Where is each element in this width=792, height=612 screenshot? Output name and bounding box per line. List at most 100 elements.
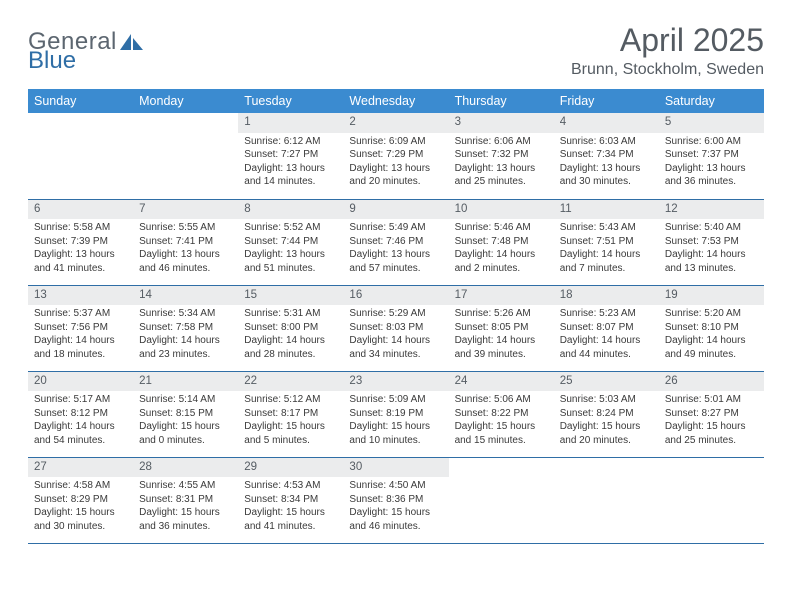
day-number: 9 bbox=[343, 200, 448, 220]
sunrise-line: Sunrise: 6:12 AM bbox=[244, 135, 337, 149]
day-number: 15 bbox=[238, 286, 343, 306]
calendar-empty-cell bbox=[659, 457, 764, 543]
day-number: 14 bbox=[133, 286, 238, 306]
daylight-line: Daylight: 14 hours and 7 minutes. bbox=[560, 248, 653, 275]
sunset-line: Sunset: 8:22 PM bbox=[455, 407, 548, 421]
weekday-header: Saturday bbox=[659, 89, 764, 113]
day-number: 18 bbox=[554, 286, 659, 306]
sunset-line: Sunset: 7:29 PM bbox=[349, 148, 442, 162]
sunrise-line: Sunrise: 6:06 AM bbox=[455, 135, 548, 149]
calendar-week-row: 6Sunrise: 5:58 AMSunset: 7:39 PMDaylight… bbox=[28, 199, 764, 285]
sunrise-line: Sunrise: 4:58 AM bbox=[34, 479, 127, 493]
day-data: Sunrise: 5:49 AMSunset: 7:46 PMDaylight:… bbox=[343, 219, 448, 279]
day-number: 7 bbox=[133, 200, 238, 220]
daylight-line: Daylight: 13 hours and 14 minutes. bbox=[244, 162, 337, 189]
sunset-line: Sunset: 7:27 PM bbox=[244, 148, 337, 162]
sunrise-line: Sunrise: 5:01 AM bbox=[665, 393, 758, 407]
day-number: 29 bbox=[238, 458, 343, 478]
day-data: Sunrise: 5:23 AMSunset: 8:07 PMDaylight:… bbox=[554, 305, 659, 365]
day-data: Sunrise: 5:46 AMSunset: 7:48 PMDaylight:… bbox=[449, 219, 554, 279]
sunrise-line: Sunrise: 5:31 AM bbox=[244, 307, 337, 321]
day-number: 24 bbox=[449, 372, 554, 392]
brand-name-blue: Blue bbox=[28, 47, 764, 75]
calendar-day-cell: 13Sunrise: 5:37 AMSunset: 7:56 PMDayligh… bbox=[28, 285, 133, 371]
calendar-week-row: 13Sunrise: 5:37 AMSunset: 7:56 PMDayligh… bbox=[28, 285, 764, 371]
calendar-table: SundayMondayTuesdayWednesdayThursdayFrid… bbox=[28, 89, 764, 544]
sunset-line: Sunset: 8:12 PM bbox=[34, 407, 127, 421]
daylight-line: Daylight: 15 hours and 5 minutes. bbox=[244, 420, 337, 447]
day-data: Sunrise: 6:09 AMSunset: 7:29 PMDaylight:… bbox=[343, 133, 448, 193]
calendar-day-cell: 27Sunrise: 4:58 AMSunset: 8:29 PMDayligh… bbox=[28, 457, 133, 543]
sunrise-line: Sunrise: 4:53 AM bbox=[244, 479, 337, 493]
daylight-line: Daylight: 15 hours and 41 minutes. bbox=[244, 506, 337, 533]
day-number: 8 bbox=[238, 200, 343, 220]
sunset-line: Sunset: 8:03 PM bbox=[349, 321, 442, 335]
calendar-day-cell: 7Sunrise: 5:55 AMSunset: 7:41 PMDaylight… bbox=[133, 199, 238, 285]
sunrise-line: Sunrise: 5:43 AM bbox=[560, 221, 653, 235]
day-number: 2 bbox=[343, 113, 448, 133]
day-data: Sunrise: 5:58 AMSunset: 7:39 PMDaylight:… bbox=[28, 219, 133, 279]
calendar-day-cell: 21Sunrise: 5:14 AMSunset: 8:15 PMDayligh… bbox=[133, 371, 238, 457]
calendar-day-cell: 16Sunrise: 5:29 AMSunset: 8:03 PMDayligh… bbox=[343, 285, 448, 371]
day-data: Sunrise: 5:26 AMSunset: 8:05 PMDaylight:… bbox=[449, 305, 554, 365]
day-data: Sunrise: 6:06 AMSunset: 7:32 PMDaylight:… bbox=[449, 133, 554, 193]
daylight-line: Daylight: 15 hours and 46 minutes. bbox=[349, 506, 442, 533]
calendar-day-cell: 8Sunrise: 5:52 AMSunset: 7:44 PMDaylight… bbox=[238, 199, 343, 285]
sunset-line: Sunset: 7:48 PM bbox=[455, 235, 548, 249]
calendar-day-cell: 20Sunrise: 5:17 AMSunset: 8:12 PMDayligh… bbox=[28, 371, 133, 457]
day-number: 20 bbox=[28, 372, 133, 392]
day-number: 25 bbox=[554, 372, 659, 392]
sunrise-line: Sunrise: 6:00 AM bbox=[665, 135, 758, 149]
weekday-header: Monday bbox=[133, 89, 238, 113]
daylight-line: Daylight: 13 hours and 30 minutes. bbox=[560, 162, 653, 189]
day-data: Sunrise: 4:50 AMSunset: 8:36 PMDaylight:… bbox=[343, 477, 448, 537]
sunset-line: Sunset: 7:34 PM bbox=[560, 148, 653, 162]
sunset-line: Sunset: 8:07 PM bbox=[560, 321, 653, 335]
day-number: 17 bbox=[449, 286, 554, 306]
sunset-line: Sunset: 7:32 PM bbox=[455, 148, 548, 162]
day-data: Sunrise: 6:00 AMSunset: 7:37 PMDaylight:… bbox=[659, 133, 764, 193]
day-number: 21 bbox=[133, 372, 238, 392]
sunrise-line: Sunrise: 5:37 AM bbox=[34, 307, 127, 321]
day-number: 5 bbox=[659, 113, 764, 133]
day-data: Sunrise: 4:58 AMSunset: 8:29 PMDaylight:… bbox=[28, 477, 133, 537]
day-number: 3 bbox=[449, 113, 554, 133]
sunrise-line: Sunrise: 6:09 AM bbox=[349, 135, 442, 149]
day-data: Sunrise: 5:55 AMSunset: 7:41 PMDaylight:… bbox=[133, 219, 238, 279]
calendar-day-cell: 15Sunrise: 5:31 AMSunset: 8:00 PMDayligh… bbox=[238, 285, 343, 371]
sunset-line: Sunset: 8:05 PM bbox=[455, 321, 548, 335]
sunset-line: Sunset: 7:53 PM bbox=[665, 235, 758, 249]
calendar-day-cell: 5Sunrise: 6:00 AMSunset: 7:37 PMDaylight… bbox=[659, 113, 764, 199]
weekday-header: Tuesday bbox=[238, 89, 343, 113]
day-data: Sunrise: 5:17 AMSunset: 8:12 PMDaylight:… bbox=[28, 391, 133, 451]
day-number: 6 bbox=[28, 200, 133, 220]
day-data: Sunrise: 5:31 AMSunset: 8:00 PMDaylight:… bbox=[238, 305, 343, 365]
sunrise-line: Sunrise: 5:58 AM bbox=[34, 221, 127, 235]
sunrise-line: Sunrise: 5:49 AM bbox=[349, 221, 442, 235]
daylight-line: Daylight: 13 hours and 51 minutes. bbox=[244, 248, 337, 275]
day-data: Sunrise: 5:37 AMSunset: 7:56 PMDaylight:… bbox=[28, 305, 133, 365]
daylight-line: Daylight: 13 hours and 46 minutes. bbox=[139, 248, 232, 275]
sunrise-line: Sunrise: 5:03 AM bbox=[560, 393, 653, 407]
day-data: Sunrise: 5:03 AMSunset: 8:24 PMDaylight:… bbox=[554, 391, 659, 451]
sunset-line: Sunset: 8:10 PM bbox=[665, 321, 758, 335]
sunset-line: Sunset: 7:37 PM bbox=[665, 148, 758, 162]
day-data: Sunrise: 5:14 AMSunset: 8:15 PMDaylight:… bbox=[133, 391, 238, 451]
sunrise-line: Sunrise: 5:12 AM bbox=[244, 393, 337, 407]
day-data: Sunrise: 4:53 AMSunset: 8:34 PMDaylight:… bbox=[238, 477, 343, 537]
sunset-line: Sunset: 8:17 PM bbox=[244, 407, 337, 421]
daylight-line: Daylight: 13 hours and 41 minutes. bbox=[34, 248, 127, 275]
sunset-line: Sunset: 7:56 PM bbox=[34, 321, 127, 335]
sunrise-line: Sunrise: 5:06 AM bbox=[455, 393, 548, 407]
calendar-empty-cell bbox=[554, 457, 659, 543]
day-data: Sunrise: 5:29 AMSunset: 8:03 PMDaylight:… bbox=[343, 305, 448, 365]
daylight-line: Daylight: 15 hours and 30 minutes. bbox=[34, 506, 127, 533]
calendar-day-cell: 14Sunrise: 5:34 AMSunset: 7:58 PMDayligh… bbox=[133, 285, 238, 371]
calendar-day-cell: 2Sunrise: 6:09 AMSunset: 7:29 PMDaylight… bbox=[343, 113, 448, 199]
calendar-day-cell: 30Sunrise: 4:50 AMSunset: 8:36 PMDayligh… bbox=[343, 457, 448, 543]
daylight-line: Daylight: 14 hours and 13 minutes. bbox=[665, 248, 758, 275]
day-data: Sunrise: 4:55 AMSunset: 8:31 PMDaylight:… bbox=[133, 477, 238, 537]
sunset-line: Sunset: 8:31 PM bbox=[139, 493, 232, 507]
daylight-line: Daylight: 14 hours and 18 minutes. bbox=[34, 334, 127, 361]
day-number: 27 bbox=[28, 458, 133, 478]
